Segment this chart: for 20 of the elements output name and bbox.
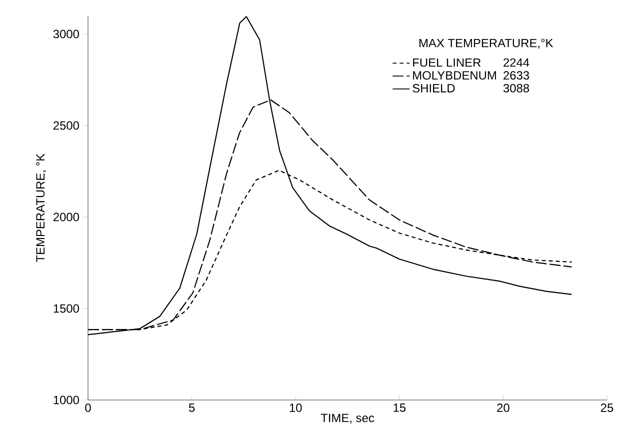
y-axis-title: TEMPERATURE, °K: [36, 154, 46, 262]
y-tick-label: 3000: [53, 30, 80, 38]
y-tick-label: 2500: [53, 121, 80, 130]
annotation: 2244: [504, 58, 530, 67]
legend-label: FUEL LINER: [413, 58, 481, 67]
x-tick-label: 10: [290, 404, 302, 412]
x-tick-label: 5: [188, 404, 195, 412]
x-axis-title: TIME, sec: [320, 414, 374, 424]
annotation: 3088: [503, 84, 530, 92]
legend-title: MAX TEMPERATURE,°K: [419, 38, 554, 49]
x-tick-label: 20: [497, 404, 510, 412]
x-tick-label: 15: [394, 404, 406, 412]
legend-label: SHIELD: [412, 84, 455, 92]
y-tick-label: 2000: [53, 212, 80, 222]
y-tick-label: 1500: [54, 304, 80, 313]
annotation: 2633: [504, 71, 530, 80]
x-tick-label: 0: [85, 404, 91, 412]
legend-label: MOLYBDENUM: [413, 71, 496, 80]
x-tick-label: 25: [600, 404, 614, 412]
y-tick-label: 1000: [54, 396, 80, 404]
